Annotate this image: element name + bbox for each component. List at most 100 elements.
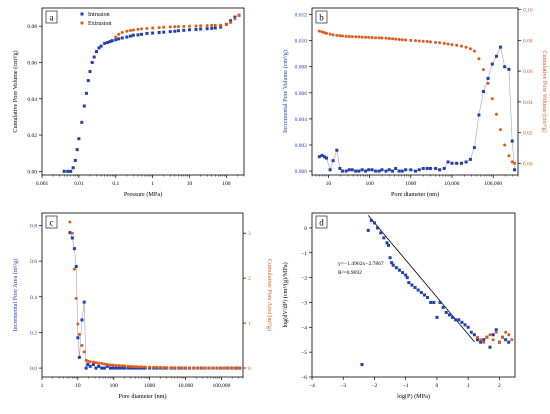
- panel-a-series-1-point: [168, 25, 172, 29]
- panel-d-series-0-point: [405, 276, 409, 280]
- panel-d-series-0-point: [376, 226, 380, 230]
- panel-c-series-1-point: [211, 366, 215, 370]
- panel-a-series-0-point: [75, 148, 79, 152]
- panel-c-series-1-point: [233, 366, 237, 370]
- panel-c-series-1-point: [76, 322, 80, 326]
- panel-d-series-1-point: [504, 330, 508, 334]
- panel-a-series-0-point: [106, 40, 110, 44]
- panel-d-series-0-point: [372, 221, 376, 225]
- panel-d-letter-box: [315, 215, 328, 229]
- panel-d-x-tick-label: −1: [403, 383, 409, 389]
- panel-d-y-tick-label: −5: [301, 350, 307, 356]
- panel-a-series-1-point: [194, 24, 198, 28]
- panel-d-series-0-point: [419, 291, 423, 295]
- panel-c-series-1-point: [226, 366, 230, 370]
- panel-a-legend-label: Intrusion: [88, 12, 110, 18]
- panel-b-x-tick-label: 100: [365, 181, 374, 187]
- panel-c-series-0-point: [68, 231, 72, 235]
- panel-b-series-0-point: [486, 76, 490, 80]
- panel-d-series-0-point: [429, 300, 433, 304]
- panel-b-series-0-point: [331, 159, 335, 163]
- panel-b-y-right-tick-label: 0.02: [523, 131, 533, 137]
- panel-a-series-0-point: [80, 120, 84, 124]
- panel-b-series-1-point: [354, 35, 358, 39]
- panel-b-series-1-point: [364, 35, 368, 39]
- panel-b-series-1-point: [397, 37, 401, 41]
- panel-c-series-1-point: [105, 362, 109, 366]
- panel-c-series-1-point: [80, 344, 84, 348]
- panel-c-series-0-point: [86, 363, 90, 367]
- panel-d-series-0-point: [482, 338, 486, 342]
- panel-c-x-tick-label: 10,000: [178, 383, 193, 389]
- panel-d-series-1-point: [491, 338, 495, 342]
- panel-d-series-0-point: [444, 310, 448, 314]
- panel-a-series-0-point: [114, 38, 118, 42]
- panel-d-y-tick-label: 0: [304, 226, 307, 232]
- panel-c-series-0-point: [114, 366, 118, 370]
- panel-c-series-1-point: [238, 366, 242, 370]
- panel-b-series-1-point: [507, 154, 511, 158]
- panel-a-series-0-point: [108, 40, 112, 44]
- panel-c-series-1-point: [143, 365, 147, 369]
- panel-b-letter: b: [319, 13, 324, 23]
- panel-d-series-0-point: [457, 318, 461, 322]
- panel-c-y-tick-label: 0.0: [30, 366, 37, 372]
- panel-b-series-0-point: [459, 161, 463, 165]
- panel-c-series-0-point: [111, 366, 115, 370]
- panel-c-x-tick-label: 10: [75, 383, 81, 389]
- panel-d-series-0-point: [507, 340, 511, 344]
- panel-b-series-1-point: [417, 39, 421, 43]
- panel-d-series-1-point: [485, 335, 489, 339]
- panel-c-series-1-point: [132, 365, 136, 369]
- panel-b-series-1-point: [472, 49, 476, 53]
- panel-b-series-0-point: [400, 169, 404, 173]
- panel-c-x-tick-label: 100: [110, 383, 119, 389]
- panel-d-y-tick-label: −2: [301, 276, 307, 282]
- panel-c-series-0-point: [94, 366, 98, 370]
- panel-c-letter: c: [50, 218, 54, 228]
- panel-b-plot-frame: [311, 7, 519, 176]
- panel-c-series-1-point: [74, 296, 78, 300]
- panel-d-series-0-point: [491, 333, 495, 337]
- panel-d-x-axis-label: log(P) (MPa): [397, 393, 430, 400]
- panel-d-series-0-point: [476, 338, 480, 342]
- panel-b-series-0-point: [317, 155, 321, 159]
- panel-a-series-1-point: [176, 25, 180, 29]
- panel-b-series-0-point: [428, 166, 432, 170]
- panel-c-series-1-point: [126, 364, 130, 368]
- panel-c-series-0-point: [97, 364, 101, 368]
- panel-c-y-right-tick-label: 1: [248, 321, 251, 327]
- panel-d-letter: d: [319, 218, 324, 228]
- panel-a-series-0-point: [194, 27, 198, 31]
- panel-a-series-0-point: [86, 79, 90, 83]
- panel-a-legend-marker: [80, 12, 84, 16]
- panel-d-plot-frame: [311, 212, 516, 378]
- panel-b-series-1-point: [498, 128, 502, 132]
- panel-d-series-0-point: [488, 345, 492, 349]
- panel-b-series-0-point: [472, 146, 476, 150]
- panel-d-series-0-point: [410, 283, 414, 287]
- panel-a-x-tick-label: 10: [187, 181, 193, 187]
- panel-c-series-1-point: [123, 364, 127, 368]
- panel-d-series-1-point: [501, 335, 505, 339]
- panel-d-x-tick-label: −4: [309, 383, 315, 389]
- panel-c-y-tick-label: 0.2: [30, 330, 37, 336]
- panel-b-series-0-point: [391, 169, 395, 173]
- panel-c-series-0-point: [108, 366, 112, 370]
- panel-a-series-1-point: [140, 27, 144, 31]
- panel-d-series-0-point: [504, 338, 508, 342]
- panel-b-series-0-point: [421, 166, 425, 170]
- panel-b-series-1-point: [331, 33, 335, 37]
- panel-b-series-1-point: [434, 40, 438, 44]
- panel-b-series-0-point: [507, 67, 511, 71]
- panel-c-series-1-point: [188, 366, 192, 370]
- panel-b-series-0-point: [335, 148, 339, 152]
- panel-a-series-0-point: [71, 166, 75, 170]
- panel-b-series-1-point: [350, 35, 354, 39]
- panel-b-series-1-point: [510, 160, 514, 164]
- panel-d-series-0-point: [413, 286, 417, 290]
- panel-d-series-1-point: [494, 330, 498, 334]
- panel-a-series-1-point: [173, 25, 177, 29]
- panel-c-series-0-point: [88, 364, 92, 368]
